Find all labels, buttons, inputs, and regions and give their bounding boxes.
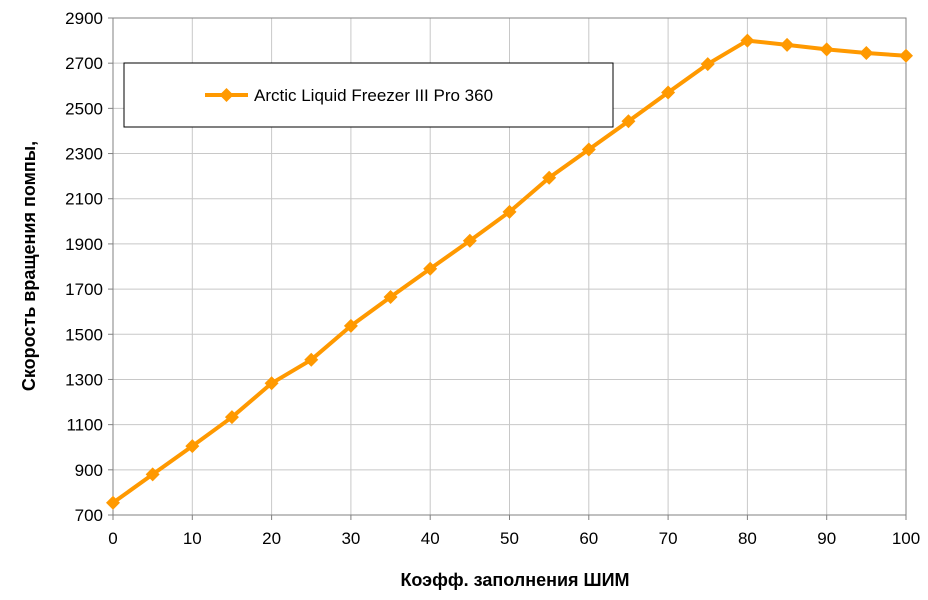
x-tick-label: 20 [262, 529, 281, 548]
legend: Arctic Liquid Freezer III Pro 360 [123, 62, 614, 128]
x-tick-label: 10 [183, 529, 202, 548]
x-axis-title: Коэфф. заполнения ШИМ [400, 570, 629, 590]
data-point-marker [740, 33, 755, 48]
data-point-marker [423, 261, 438, 276]
data-point-marker [859, 46, 874, 61]
y-tick-label: 2900 [65, 9, 103, 28]
data-point-marker [383, 289, 398, 304]
data-point-marker [542, 170, 557, 185]
y-tick-label: 2700 [65, 54, 103, 73]
data-point-marker [343, 318, 358, 333]
data-point-marker [106, 495, 120, 510]
data-point-marker [621, 114, 636, 129]
y-tick-label: 1900 [65, 235, 103, 254]
y-tick-label: 2300 [65, 145, 103, 164]
data-point-marker [661, 85, 676, 100]
data-point-marker [502, 204, 517, 219]
data-point-marker [780, 37, 795, 52]
legend-diamond-marker [219, 88, 234, 102]
x-axis-ticks: 0 10 20 30 40 50 60 70 80 90 100 [108, 515, 920, 548]
y-tick-label: 2100 [65, 190, 103, 209]
y-tick-label: 2500 [65, 99, 103, 118]
series-layer [106, 33, 913, 510]
y-axis-ticks: 700 900 1100 1300 1500 1700 1900 2100 2300 2500 27… [65, 9, 113, 525]
data-point-marker [462, 233, 477, 248]
data-point-marker [700, 57, 715, 72]
x-tick-label: 40 [421, 529, 440, 548]
data-point-marker [819, 42, 834, 57]
x-tick-label: 30 [341, 529, 360, 548]
data-point-marker [581, 142, 596, 157]
y-tick-label: 900 [75, 461, 103, 480]
x-tick-label: 100 [892, 529, 920, 548]
data-point-marker [185, 439, 200, 454]
y-tick-label: 1700 [65, 280, 103, 299]
x-tick-label: 80 [738, 529, 757, 548]
y-tick-label: 1100 [66, 416, 103, 435]
data-point-marker [145, 467, 160, 482]
x-tick-label: 70 [659, 529, 678, 548]
x-tick-label: 0 [108, 529, 117, 548]
y-tick-label: 700 [75, 506, 103, 525]
legend-label: Arctic Liquid Freezer III Pro 360 [254, 86, 493, 105]
y-tick-label: 1300 [65, 370, 103, 389]
x-tick-label: 50 [500, 529, 519, 548]
x-tick-label: 90 [817, 529, 836, 548]
data-point-marker [264, 376, 279, 391]
data-point-marker [304, 352, 319, 367]
data-point-marker [899, 48, 913, 63]
data-point-marker [224, 410, 239, 425]
y-tick-label: 1500 [65, 325, 103, 344]
x-tick-label: 60 [579, 529, 598, 548]
y-axis-title: Скорость вращения помпы, [19, 141, 39, 391]
